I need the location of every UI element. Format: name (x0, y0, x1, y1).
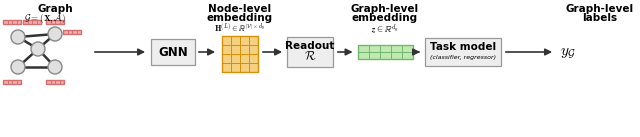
Bar (12, 20, 17, 24)
Bar (23, 20, 41, 24)
Bar (231, 63, 240, 72)
Circle shape (11, 30, 25, 44)
Text: Node-level: Node-level (209, 4, 271, 14)
Bar (240, 36, 249, 45)
Bar (3, 20, 21, 24)
Bar (17, 80, 21, 84)
Bar (67, 30, 72, 34)
Text: $y_{\mathcal{G}}$: $y_{\mathcal{G}}$ (560, 45, 576, 59)
Bar (369, 52, 380, 59)
Bar (222, 54, 231, 63)
Bar (3, 80, 21, 84)
Bar (401, 45, 413, 52)
Bar (249, 45, 258, 54)
Text: $\mathcal{G} = (\mathbf{X}, \mathcal{A})$: $\mathcal{G} = (\mathbf{X}, \mathcal{A})… (24, 12, 66, 25)
Bar (358, 45, 413, 59)
Bar (28, 20, 32, 24)
Bar (222, 36, 258, 72)
Bar (36, 20, 41, 24)
Bar (358, 45, 369, 52)
Text: $\boldsymbol{z} \in \mathbb{R}^{d_g}$: $\boldsymbol{z} \in \mathbb{R}^{d_g}$ (371, 22, 399, 35)
Bar (17, 20, 21, 24)
Bar (46, 20, 51, 24)
Bar (240, 63, 249, 72)
FancyBboxPatch shape (425, 38, 501, 66)
Text: GNN: GNN (158, 45, 188, 58)
Text: $\mathbf{H}^{(L)} \in \mathbb{R}^{|\mathcal{V}| \times d_y}$: $\mathbf{H}^{(L)} \in \mathbb{R}^{|\math… (214, 22, 266, 34)
Text: Graph-level: Graph-level (351, 4, 419, 14)
Bar (369, 45, 380, 52)
Bar (380, 45, 390, 52)
Bar (3, 80, 8, 84)
Bar (222, 36, 231, 45)
Bar (390, 45, 401, 52)
Text: Task model: Task model (430, 42, 496, 52)
Text: (classifier, regressor): (classifier, regressor) (430, 55, 496, 61)
Bar (60, 20, 64, 24)
Bar (8, 20, 12, 24)
FancyBboxPatch shape (151, 39, 195, 65)
Circle shape (11, 60, 25, 74)
Bar (51, 80, 55, 84)
Bar (231, 45, 240, 54)
Circle shape (48, 27, 62, 41)
Text: Graph: Graph (37, 4, 73, 14)
Bar (222, 36, 258, 72)
Bar (249, 36, 258, 45)
Bar (46, 20, 64, 24)
Bar (72, 30, 77, 34)
Bar (249, 54, 258, 63)
Bar (63, 30, 67, 34)
Text: embedding: embedding (207, 13, 273, 23)
Bar (46, 20, 64, 24)
Bar (390, 52, 401, 59)
Text: Readout: Readout (285, 41, 335, 51)
Text: embedding: embedding (352, 13, 418, 23)
Bar (60, 80, 64, 84)
Bar (46, 80, 64, 84)
Bar (231, 54, 240, 63)
Circle shape (31, 42, 45, 56)
Bar (23, 20, 41, 24)
Bar (63, 30, 81, 34)
Bar (401, 52, 413, 59)
Text: labels: labels (582, 13, 618, 23)
Bar (3, 80, 21, 84)
FancyBboxPatch shape (287, 37, 333, 67)
Bar (380, 52, 390, 59)
Bar (3, 20, 8, 24)
Bar (358, 45, 413, 59)
Bar (12, 80, 17, 84)
Bar (32, 20, 36, 24)
Bar (23, 20, 28, 24)
Bar (55, 80, 60, 84)
Bar (249, 63, 258, 72)
Bar (358, 52, 369, 59)
Bar (222, 63, 231, 72)
Bar (51, 20, 55, 24)
Text: Graph-level: Graph-level (566, 4, 634, 14)
Bar (3, 20, 21, 24)
Bar (46, 80, 51, 84)
Bar (46, 80, 64, 84)
Bar (222, 45, 231, 54)
Bar (240, 45, 249, 54)
Circle shape (48, 60, 62, 74)
Text: $\mathcal{R}$: $\mathcal{R}$ (304, 51, 316, 64)
Bar (55, 20, 60, 24)
Bar (63, 30, 81, 34)
Bar (8, 80, 12, 84)
Bar (77, 30, 81, 34)
Bar (231, 36, 240, 45)
Bar (240, 54, 249, 63)
